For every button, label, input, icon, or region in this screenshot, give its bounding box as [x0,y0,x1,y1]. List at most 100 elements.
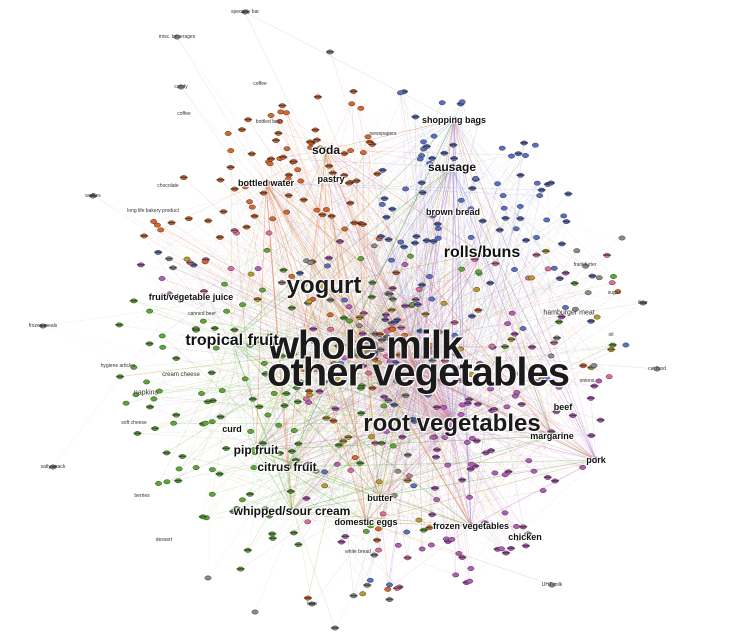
graph-node [610,274,617,279]
graph-edge [417,372,433,515]
graph-edge [205,345,366,424]
graph-edge [364,292,589,347]
graph-edge [400,242,453,425]
graph-edge [208,220,381,499]
graph-edge [335,408,597,461]
graph-edge [350,182,419,374]
graph-node-tick [486,282,495,284]
graph-edge [307,463,498,550]
graph-edge [265,182,345,301]
node-label-fruit-vegetable-juice: fruit/vegetable juice [148,292,234,302]
graph-node-tick [244,118,253,121]
graph-edge [230,149,327,269]
graph-edge [286,379,442,468]
graph-edge [432,215,553,437]
graph-edge [257,299,527,547]
graph-edge [417,372,529,461]
graph-edge [281,282,366,347]
graph-node [277,109,285,115]
graph-edge [364,305,406,347]
graph-edge [417,166,453,374]
graph-edge [149,310,246,379]
graph-node-tick [570,282,579,284]
graph-edge [323,285,543,379]
graph-edge [451,423,470,582]
graph-edge [364,345,408,558]
graph-edge [231,317,344,342]
graph-edge [381,423,453,444]
graph-node-tick [151,427,159,430]
graph-node [511,267,518,272]
graph-edge [451,166,610,377]
graph-node-tick [210,327,219,329]
graph-edge [255,423,453,451]
graph-edge [306,260,453,425]
graph-edge [338,119,455,446]
graph-edge [507,323,597,461]
graph-edge [481,252,552,357]
graph-node [500,205,508,211]
graph-edge [379,221,567,499]
graph-node [208,467,216,472]
graph-edge [265,182,283,283]
graph-edge [364,345,522,405]
graph-node-tick [412,235,421,238]
graph-edge [226,311,366,347]
graph-edge [236,423,453,509]
graph-edge [272,423,453,539]
graph-node-tick [384,399,393,401]
graph-edge [309,301,553,437]
graph-node-tick [303,597,312,599]
graph-edge [268,161,623,239]
graph-edge [178,157,284,481]
node-label-newspapers: newspapers [369,131,397,137]
graph-node [405,473,413,479]
graph-node [341,226,349,232]
graph-edge [312,261,472,527]
graph-edge [212,423,453,495]
graph-edge [403,91,408,481]
graph-edge [332,172,366,347]
graph-edge [372,153,519,345]
graph-edge [272,372,419,539]
graph-edge [195,208,471,329]
graph-edge [590,398,597,461]
graph-edge [259,345,366,407]
graph-edge [269,460,297,517]
graph-node [402,186,409,192]
graph-node-tick [510,333,519,335]
graph-edge [404,335,419,374]
graph-edge [453,119,517,229]
graph-edge [230,147,321,151]
graph-edge [173,378,382,424]
graph-node-tick [432,456,440,458]
graph-edge [231,340,419,374]
graph-edge [359,200,462,346]
graph-edge [334,423,453,629]
graph-edge [176,358,453,425]
graph-edge [451,153,519,168]
graph-edge [504,208,597,461]
node-label-flour: flour [638,300,648,306]
graph-edge [432,360,472,527]
node-label-chicken: chicken [508,532,542,542]
graph-edge [263,192,553,437]
graph-node [488,343,496,349]
graph-node-tick [458,479,467,481]
graph-edge [426,146,453,425]
graph-edge [378,166,453,551]
graph-node-tick [334,444,343,446]
graph-edge [451,292,589,425]
graph-edge [154,372,419,429]
graph-edge [371,344,553,437]
graph-edge [317,96,364,339]
graph-node-tick [287,307,296,309]
graph-edge [343,372,419,442]
graph-edge [379,403,468,499]
graph-edge [297,401,453,425]
graph-node [290,428,298,433]
graph-node [348,101,356,107]
node-label-margarine: margarine [530,431,574,441]
graph-edge [265,182,359,356]
graph-edge [219,237,508,324]
